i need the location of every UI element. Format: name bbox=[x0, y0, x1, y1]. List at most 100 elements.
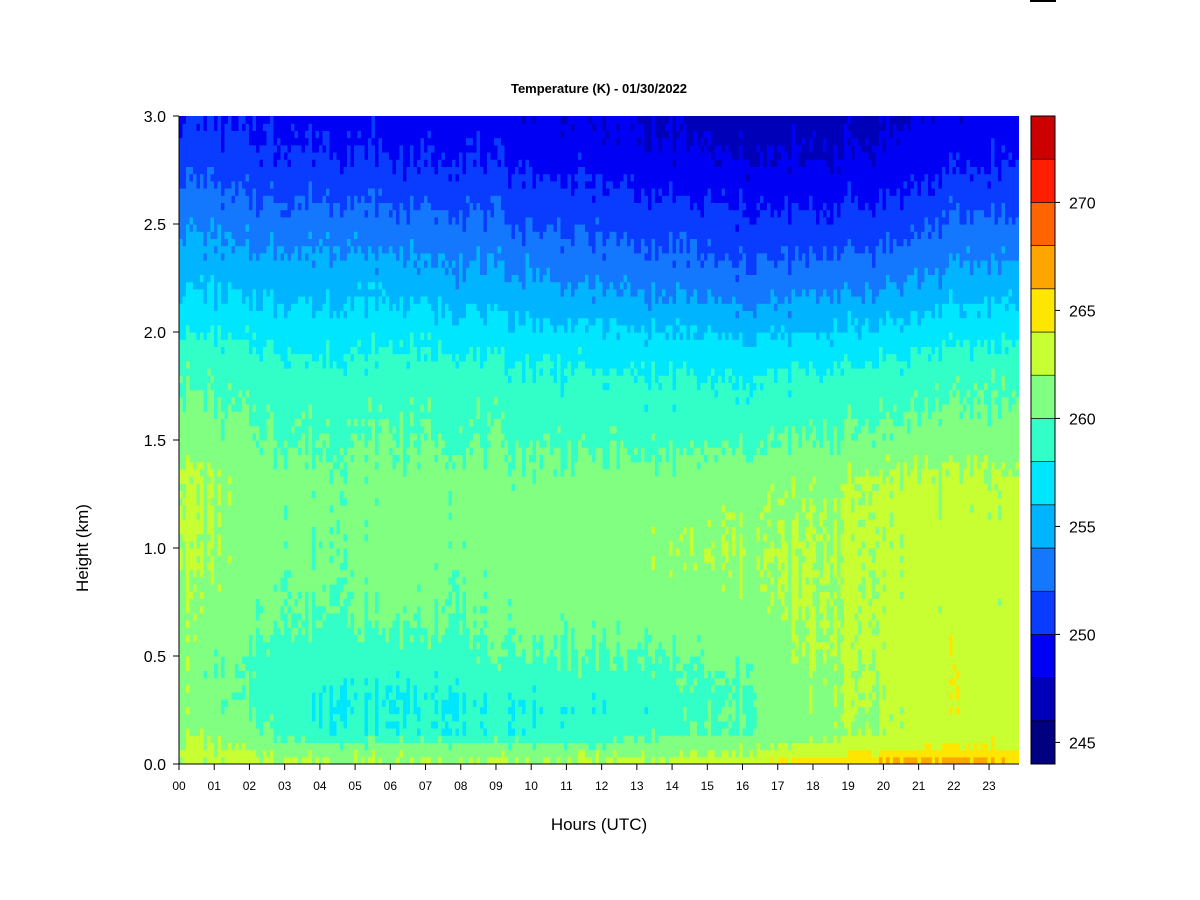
heatmap-cell bbox=[329, 584, 334, 592]
heatmap-cell bbox=[200, 368, 205, 376]
heatmap-cell bbox=[196, 216, 201, 225]
heatmap-cell bbox=[329, 389, 334, 398]
heatmap-cell bbox=[287, 216, 292, 225]
heatmap-cell bbox=[368, 454, 373, 463]
heatmap-cell bbox=[319, 382, 324, 391]
heatmap-cell bbox=[256, 224, 261, 232]
heatmap-cell bbox=[322, 180, 327, 189]
heatmap-cell bbox=[263, 454, 268, 463]
heatmap-cell bbox=[354, 425, 359, 434]
heatmap-cell bbox=[291, 670, 296, 679]
heatmap-cell bbox=[231, 461, 236, 470]
heatmap-cell bbox=[287, 648, 292, 657]
heatmap-cell bbox=[200, 404, 205, 412]
heatmap-cell bbox=[308, 713, 313, 722]
heatmap-cell bbox=[189, 173, 194, 182]
heatmap-cell bbox=[357, 339, 362, 347]
heatmap-cell bbox=[207, 389, 212, 398]
heatmap-cell bbox=[287, 440, 292, 448]
heatmap-cell bbox=[350, 749, 355, 758]
heatmap-cell bbox=[221, 526, 226, 535]
heatmap-cell bbox=[280, 432, 285, 441]
heatmap-cell bbox=[238, 756, 243, 764]
heatmap-cell bbox=[343, 497, 348, 506]
heatmap-cell bbox=[340, 627, 345, 635]
heatmap-cell bbox=[189, 447, 194, 455]
heatmap-cell bbox=[312, 404, 317, 412]
heatmap-cell bbox=[203, 648, 208, 657]
heatmap-cell bbox=[326, 339, 331, 347]
heatmap-cell bbox=[207, 432, 212, 441]
heatmap-cell bbox=[333, 332, 338, 340]
heatmap-cell bbox=[266, 353, 271, 362]
heatmap-cell bbox=[326, 317, 331, 326]
heatmap-cell bbox=[368, 346, 373, 355]
heatmap-cell bbox=[263, 216, 268, 225]
heatmap-cell bbox=[361, 195, 366, 203]
heatmap-cell bbox=[256, 202, 261, 211]
heatmap-cell bbox=[291, 116, 296, 124]
heatmap-cell bbox=[249, 641, 254, 650]
heatmap-cell bbox=[256, 749, 261, 758]
heatmap-cell bbox=[322, 699, 327, 707]
heatmap-cell bbox=[298, 324, 303, 333]
heatmap-cell bbox=[364, 231, 369, 239]
heatmap-cell bbox=[256, 324, 261, 333]
heatmap-cell bbox=[210, 209, 215, 218]
heatmap-cell bbox=[364, 368, 369, 376]
heatmap-cell bbox=[301, 612, 306, 621]
heatmap-cell bbox=[214, 195, 219, 203]
heatmap-cell bbox=[224, 483, 229, 491]
heatmap-cell bbox=[350, 116, 355, 124]
heatmap-cell bbox=[186, 584, 191, 592]
heatmap-cell bbox=[245, 569, 250, 578]
heatmap-cell bbox=[224, 569, 229, 578]
heatmap-cell bbox=[210, 526, 215, 535]
heatmap-cell bbox=[340, 533, 345, 542]
heatmap-cell bbox=[182, 713, 187, 722]
heatmap-cell bbox=[277, 238, 282, 247]
heatmap-cell bbox=[284, 173, 289, 182]
heatmap-cell bbox=[273, 411, 278, 419]
heatmap-cell bbox=[200, 310, 205, 319]
heatmap-cell bbox=[259, 238, 264, 247]
heatmap-cell bbox=[354, 490, 359, 499]
heatmap-cell bbox=[182, 605, 187, 614]
heatmap-cell bbox=[343, 209, 348, 218]
heatmap-cell bbox=[305, 375, 310, 383]
heatmap-cell bbox=[249, 396, 254, 405]
heatmap-cell bbox=[277, 209, 282, 218]
heatmap-cell bbox=[294, 576, 299, 585]
heatmap-cell bbox=[203, 641, 208, 650]
heatmap-cell bbox=[259, 627, 264, 635]
heatmap-cell bbox=[315, 749, 320, 758]
heatmap-cell bbox=[224, 454, 229, 463]
heatmap-cell bbox=[315, 274, 320, 283]
heatmap-cell bbox=[368, 281, 373, 290]
heatmap-cell bbox=[273, 180, 278, 189]
heatmap-cell bbox=[256, 418, 261, 427]
heatmap-cell bbox=[364, 533, 369, 542]
heatmap-cell bbox=[340, 620, 345, 628]
heatmap-cell bbox=[333, 468, 338, 477]
heatmap-cell bbox=[357, 130, 362, 139]
heatmap-cell bbox=[312, 332, 317, 340]
heatmap-cell bbox=[298, 238, 303, 247]
heatmap-cell bbox=[189, 396, 194, 405]
heatmap-cell bbox=[361, 663, 366, 671]
heatmap-cell bbox=[207, 548, 212, 556]
heatmap-cell bbox=[196, 209, 201, 218]
heatmap-cell bbox=[294, 432, 299, 441]
heatmap-cell bbox=[336, 396, 341, 405]
heatmap-cell bbox=[368, 504, 373, 513]
heatmap-cell bbox=[207, 274, 212, 283]
heatmap-cell bbox=[273, 123, 278, 131]
heatmap-cell bbox=[235, 692, 240, 700]
heatmap-cell bbox=[210, 648, 215, 657]
heatmap-cell bbox=[305, 396, 310, 405]
heatmap-cell bbox=[186, 418, 191, 427]
heatmap-cell bbox=[315, 144, 320, 153]
heatmap-cell bbox=[224, 620, 229, 628]
heatmap-cell bbox=[280, 389, 285, 398]
heatmap-cell bbox=[249, 252, 254, 261]
